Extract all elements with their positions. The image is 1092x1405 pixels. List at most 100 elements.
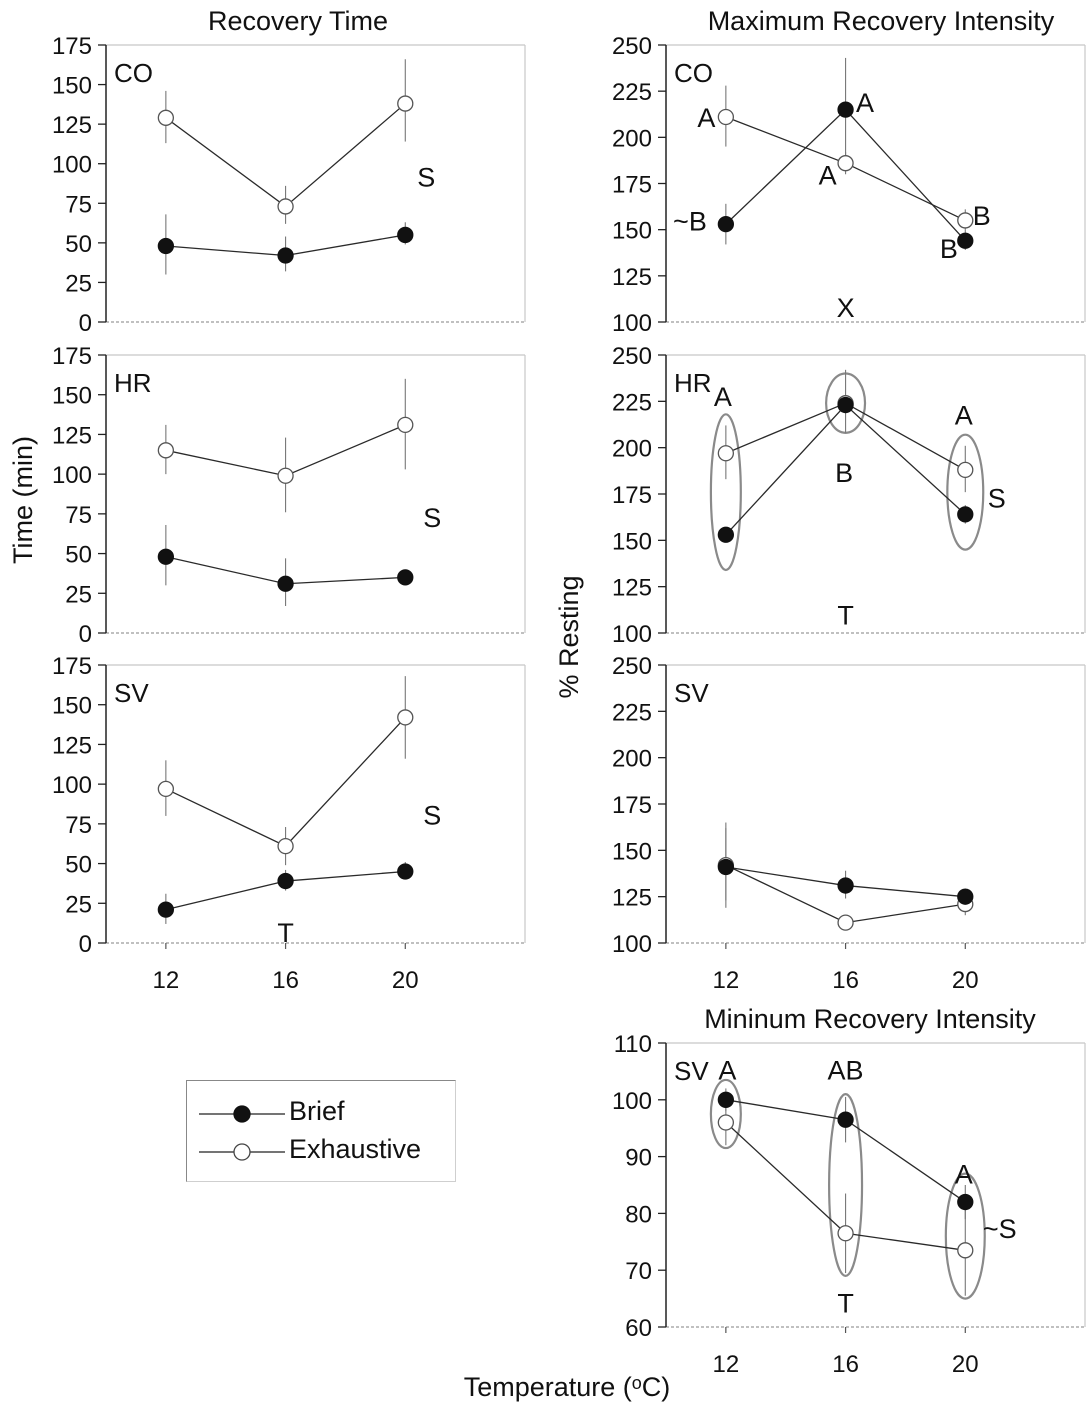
x-tick-label: 12 <box>153 967 180 994</box>
data-point-exhaustive <box>957 1242 974 1259</box>
annotation-label: X <box>837 293 855 323</box>
y-tick-label: 200 <box>612 436 652 463</box>
y-tick-label: 70 <box>625 1258 652 1285</box>
panel-label: HR <box>674 368 712 398</box>
col1-title: Recovery Time <box>208 6 388 36</box>
y-tick-label: 225 <box>612 389 652 416</box>
data-point-brief <box>837 396 854 414</box>
y-tick-label: 150 <box>612 218 652 245</box>
x-tick-label: 20 <box>392 967 419 994</box>
x-tick-label: 16 <box>832 1351 859 1378</box>
col2-title: Maximum Recovery Intensity <box>708 6 1055 36</box>
legend-label-brief: Brief <box>289 1096 345 1126</box>
y-tick-label: 125 <box>612 885 652 912</box>
data-point-brief <box>157 548 175 565</box>
y-tick-label: 225 <box>612 699 652 726</box>
data-point-exhaustive <box>277 198 294 215</box>
series-line-exhaustive <box>165 716 406 847</box>
y-tick-label: 125 <box>52 422 92 449</box>
y-tick-label: 100 <box>612 310 652 337</box>
y-tick-label: 100 <box>612 1088 652 1115</box>
data-point-exhaustive <box>397 709 414 726</box>
data-point-brief <box>277 872 294 890</box>
data-point-exhaustive <box>277 837 294 855</box>
data-point-brief <box>957 888 974 905</box>
y-tick-label: 150 <box>52 693 92 720</box>
x-tick-label: 12 <box>713 967 740 994</box>
data-point-exhaustive <box>837 914 854 931</box>
data-point-exhaustive <box>157 780 175 798</box>
y-tick-label: 125 <box>612 575 652 602</box>
data-point-exhaustive <box>717 108 735 126</box>
data-point-exhaustive <box>837 1225 854 1242</box>
ylabel-time: Time (min) <box>8 436 38 564</box>
annotation-label: B <box>835 458 853 488</box>
data-point-brief <box>717 526 735 543</box>
annotation-label: S <box>423 503 441 533</box>
y-tick-label: 100 <box>612 621 652 648</box>
annotation-label: A <box>714 382 732 412</box>
y-tick-label: 25 <box>65 581 92 608</box>
group-ellipse <box>709 1078 742 1150</box>
data-point-exhaustive <box>717 1114 735 1131</box>
annotation-label: S <box>988 484 1006 514</box>
y-tick-label: 150 <box>52 383 92 410</box>
data-point-exhaustive <box>717 445 735 462</box>
y-tick-label: 25 <box>65 891 92 918</box>
data-point-brief <box>277 575 294 592</box>
y-tick-label: 0 <box>79 310 92 337</box>
panel-label: SV <box>114 678 149 708</box>
x-tick-label: 20 <box>952 967 979 994</box>
annotation-label: T <box>837 1289 854 1319</box>
data-point-brief <box>277 247 294 264</box>
legend-marker-open <box>199 1143 285 1161</box>
y-tick-label: 100 <box>52 462 92 489</box>
panel-max-intensity-co: 100 125 150 175 200 225 250 CO A ~B A A BB X <box>612 33 1086 337</box>
y-tick-label: 110 <box>614 1031 652 1058</box>
data-point-brief <box>837 877 854 894</box>
data-point-brief <box>397 569 414 586</box>
data-point-brief <box>157 237 175 255</box>
annotation-label: A <box>856 88 874 118</box>
data-point-exhaustive <box>837 155 854 172</box>
legend-item-exhaustive: Exhaustive <box>187 1132 455 1170</box>
panel-recovery-time-co: 0 25 50 75 100 125 150 175 CO S <box>52 33 526 337</box>
data-point-brief <box>837 101 854 118</box>
y-tick-label: 0 <box>79 931 92 958</box>
annotation-label: A <box>718 1056 736 1086</box>
y-tick-label: 200 <box>612 746 652 773</box>
legend: Brief Exhaustive <box>186 1080 456 1182</box>
data-point-brief <box>717 858 735 876</box>
y-tick-label: 125 <box>52 732 92 759</box>
data-point-brief <box>397 226 414 244</box>
y-tick-label: 100 <box>612 931 652 958</box>
group-ellipse <box>828 1093 864 1277</box>
data-point-brief <box>717 1091 735 1108</box>
panel-recovery-time-hr: 0 25 50 75 100 125 150 175 HR S <box>52 343 526 648</box>
legend-item-brief: Brief <box>187 1094 455 1132</box>
xlabel-temperature: Temperature (oC) <box>464 1372 671 1402</box>
col3-title: Mininum Recovery Intensity <box>704 1004 1036 1034</box>
annotation-label: B <box>973 201 991 231</box>
annotation-label: A <box>955 1160 973 1190</box>
annotation-label: A <box>819 160 837 190</box>
data-point-brief <box>717 215 735 233</box>
panel-min-intensity-sv: 60 70 80 90 100 110 12 16 20 SV A AB A ~S T <box>612 1031 1086 1378</box>
y-tick-label: 25 <box>65 270 92 297</box>
data-point-exhaustive <box>957 461 974 479</box>
panel-label: CO <box>114 58 153 88</box>
panel-max-intensity-sv: 100 125 150 175 200 225 250 12 16 20 SV <box>612 653 1086 994</box>
data-point-brief <box>397 863 414 880</box>
annotation-label: ~B <box>673 206 707 236</box>
annotation-label: S <box>417 162 435 192</box>
y-tick-label: 125 <box>612 264 652 291</box>
group-ellipse <box>944 1172 986 1300</box>
ylabel-resting: % Resting <box>554 575 584 698</box>
y-tick-label: 175 <box>612 172 652 199</box>
y-tick-label: 75 <box>65 191 92 218</box>
data-point-brief <box>957 1193 974 1211</box>
y-tick-label: 90 <box>625 1145 652 1172</box>
y-tick-label: 225 <box>612 79 652 106</box>
panel-recovery-time-sv: 0 25 50 75 100 125 150 175 12 16 20 SV S T <box>52 653 526 994</box>
